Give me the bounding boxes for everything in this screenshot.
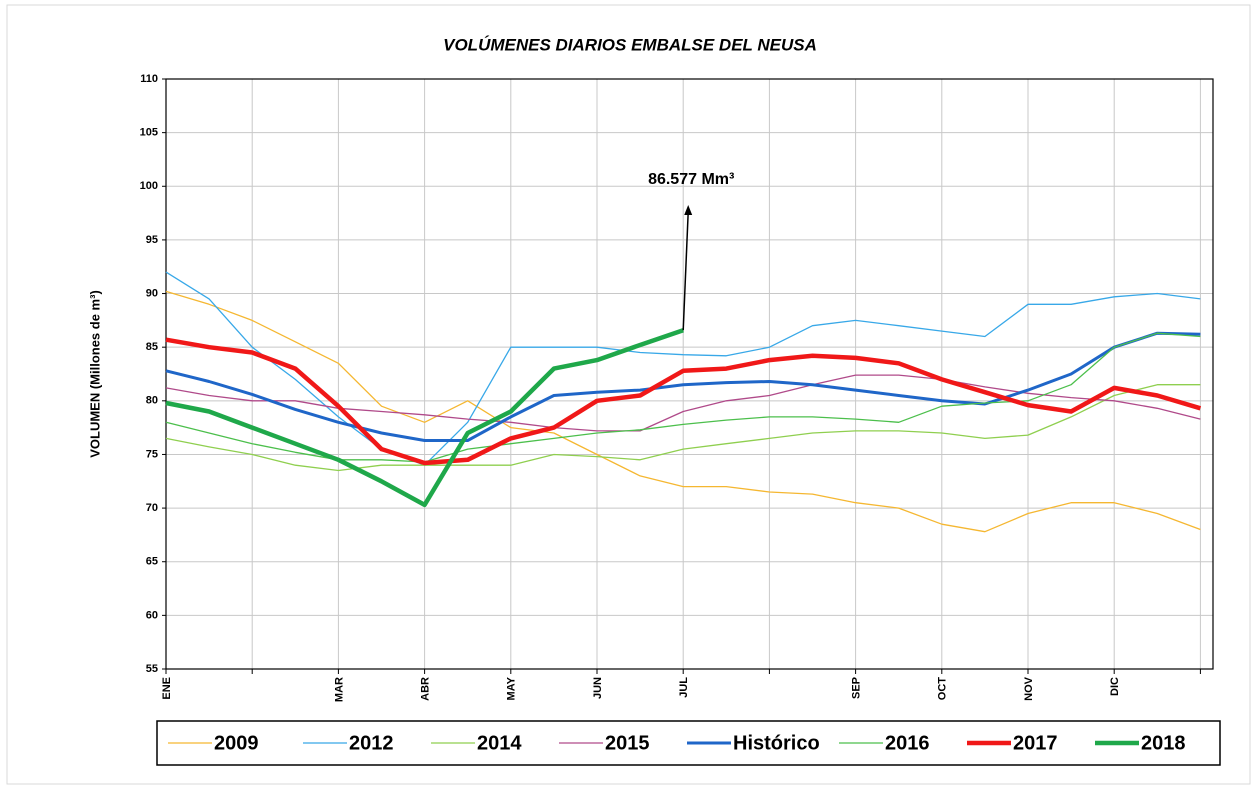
plot-area: [165, 78, 1214, 670]
legend-label: 2018: [1141, 732, 1186, 754]
y-axis-title: VOLUMEN (Millones de m³): [87, 290, 102, 458]
x-tick-label: NOV: [1023, 676, 1035, 701]
y-tick-label: 105: [140, 127, 158, 139]
y-tick-label: 95: [146, 234, 158, 246]
y-tick-label: 70: [146, 502, 158, 514]
x-tick-label: ABR: [420, 677, 432, 701]
series-line: [165, 331, 1201, 442]
x-tick-label: SEP: [851, 677, 863, 699]
y-tick-label: 85: [146, 341, 158, 353]
y-tick-label: 55: [146, 663, 158, 675]
series-line: [165, 337, 1202, 466]
frame: [6, 4, 1251, 785]
series-line: [165, 384, 1201, 472]
chart-title: VOLÚMENES DIARIOS EMBALSE DEL NEUSA: [443, 35, 817, 54]
legend-label: Histórico: [733, 732, 820, 754]
x-tick-label: ENE: [161, 677, 173, 700]
y-tick-label: 80: [146, 395, 158, 407]
y-tick-label: 65: [146, 556, 158, 568]
series-line: [165, 328, 684, 508]
y-tick-label: 100: [140, 180, 158, 192]
y-tick-label: 60: [146, 609, 158, 621]
annotation-arrowhead: [684, 205, 693, 215]
y-tick-label: 90: [146, 287, 158, 299]
annotation-arrow: [682, 211, 689, 331]
x-tick-label: DIC: [1109, 677, 1121, 696]
annotation: 86.577 Mm³: [648, 171, 734, 188]
legend-label: 2014: [477, 732, 522, 754]
x-tick-label: MAY: [506, 676, 518, 700]
legend-label: 2016: [885, 732, 930, 754]
legend-label: 2015: [605, 732, 650, 754]
legend-label: 2017: [1013, 732, 1058, 754]
legend-label: 2009: [214, 732, 259, 754]
series-line: [165, 290, 1201, 533]
y-tick-label: 75: [146, 448, 158, 460]
x-tick-label: MAR: [333, 677, 345, 702]
x-tick-label: OCT: [937, 677, 949, 701]
series-line: [165, 271, 1201, 466]
x-tick-label: JUN: [592, 677, 604, 699]
x-tick-label: JUL: [678, 677, 690, 698]
y-tick-label: 110: [140, 73, 158, 85]
legend-label: 2012: [349, 732, 394, 754]
